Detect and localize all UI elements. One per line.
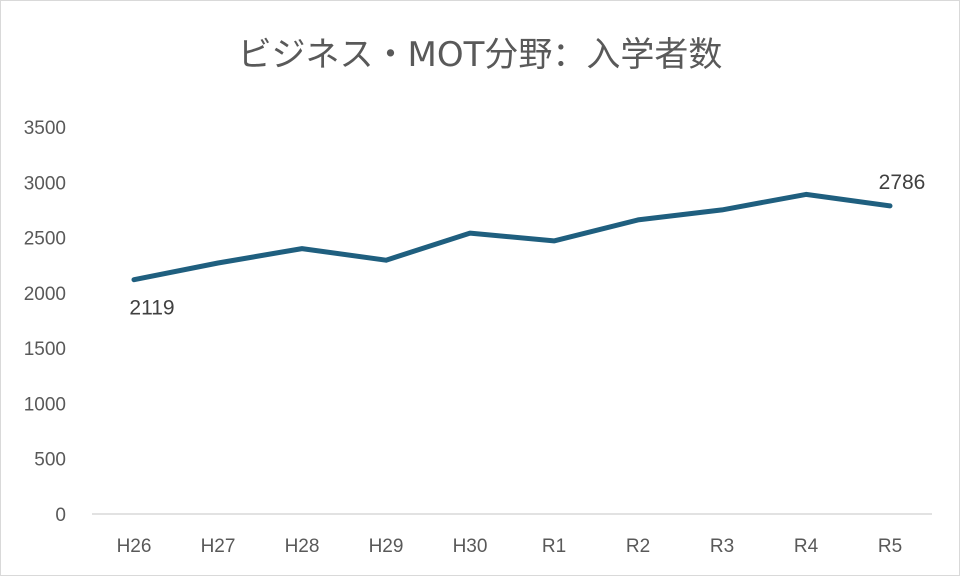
y-tick-label: 0 — [55, 505, 66, 526]
data-labels: 2119 2786 — [129, 171, 925, 320]
x-tick-label: H27 — [201, 536, 236, 557]
x-tick-label: H26 — [117, 536, 152, 557]
x-tick-label: H29 — [369, 536, 404, 557]
y-tick-label: 3000 — [24, 173, 66, 194]
y-tick-label: 2000 — [24, 284, 66, 305]
x-tick-label: H28 — [285, 536, 320, 557]
y-tick-label: 1000 — [24, 394, 66, 415]
y-tick-label: 500 — [34, 450, 66, 471]
data-label: 2119 — [129, 297, 174, 320]
x-tick-label: R5 — [878, 536, 902, 557]
x-tick-label: R1 — [542, 536, 566, 557]
y-tick-label: 2500 — [24, 229, 66, 250]
y-tick-label: 1500 — [24, 339, 66, 360]
y-tick-label: 3500 — [24, 118, 66, 139]
y-axis-tick-labels: 0 500 1000 1500 2000 2500 3000 3500 — [24, 118, 66, 526]
x-tick-label: R2 — [626, 536, 650, 557]
x-axis-tick-labels: H26 H27 H28 H29 H30 R1 R2 R3 R4 R5 — [117, 536, 903, 557]
x-tick-label: R3 — [710, 536, 734, 557]
x-tick-label: H30 — [453, 536, 488, 557]
x-tick-label: R4 — [794, 536, 819, 557]
data-label: 2786 — [879, 171, 926, 194]
series-line — [131, 191, 893, 283]
chart-title: ビジネス・MOT分野：入学者数 — [238, 35, 723, 75]
